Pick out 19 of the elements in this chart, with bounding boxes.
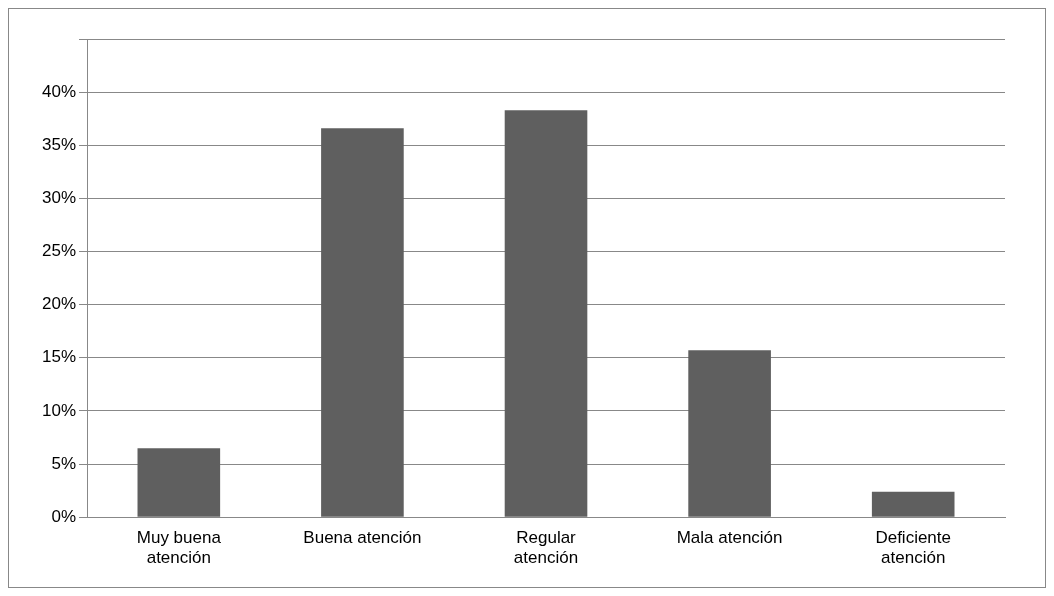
x-tick-label: Buena atención <box>303 528 422 548</box>
y-tick-label: 5% <box>51 453 77 473</box>
x-tick-label: Regular atención <box>513 528 579 568</box>
x-tick-label: Mala atención <box>676 528 783 548</box>
bar <box>871 491 955 517</box>
y-tick-label: 35% <box>41 134 77 154</box>
y-tick-label: 20% <box>41 294 77 314</box>
x-tick-label: Deficiente atención <box>875 528 952 568</box>
bar <box>688 350 771 517</box>
y-tick-label: 30% <box>41 188 77 208</box>
y-tick-label: 40% <box>41 81 77 101</box>
y-tick-label: 15% <box>41 347 77 367</box>
y-tick-label: 10% <box>41 400 77 420</box>
x-tick-label: Muy buena atención <box>136 528 222 568</box>
y-tick-label: 0% <box>51 506 77 526</box>
bar <box>321 128 404 517</box>
bar <box>137 448 221 517</box>
bar <box>504 110 588 517</box>
y-tick-label: 25% <box>41 241 77 261</box>
